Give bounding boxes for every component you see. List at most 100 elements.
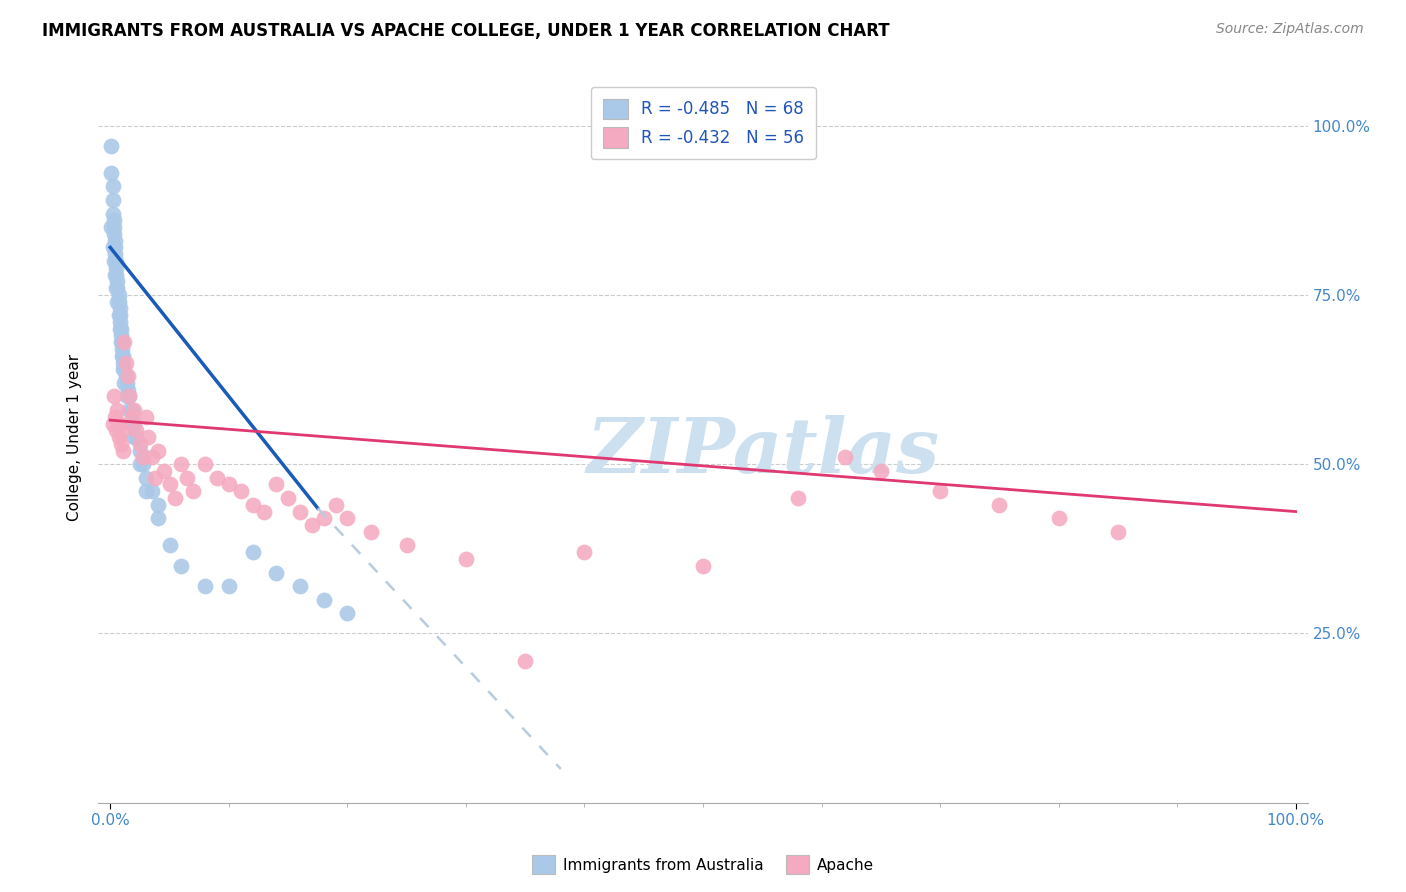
Point	[108, 301, 131, 316]
Point	[152, 464, 174, 478]
Point	[112, 362, 135, 376]
Text: ZIPatlas: ZIPatlas	[586, 415, 941, 489]
Point	[159, 538, 181, 552]
Point	[834, 450, 856, 465]
Point	[105, 294, 128, 309]
Point	[146, 511, 169, 525]
Point	[114, 355, 136, 369]
Point	[114, 369, 136, 384]
Point	[146, 443, 169, 458]
Point	[264, 566, 287, 580]
Point	[111, 423, 134, 437]
Point	[312, 511, 335, 525]
Point	[118, 389, 141, 403]
Point	[118, 389, 141, 403]
Point	[165, 491, 187, 505]
Y-axis label: College, Under 1 year: College, Under 1 year	[67, 353, 83, 521]
Point	[107, 288, 129, 302]
Point	[929, 484, 952, 499]
Point	[205, 471, 228, 485]
Point	[105, 281, 128, 295]
Point	[110, 322, 132, 336]
Point	[129, 443, 152, 458]
Point	[336, 606, 359, 620]
Point	[242, 498, 264, 512]
Point	[141, 450, 163, 465]
Point	[103, 220, 125, 235]
Point	[112, 443, 135, 458]
Point	[141, 484, 163, 499]
Point	[181, 484, 204, 499]
Point	[336, 511, 359, 525]
Point	[105, 260, 128, 275]
Point	[143, 471, 166, 485]
Point	[301, 518, 323, 533]
Point	[105, 403, 128, 417]
Point	[117, 383, 139, 397]
Point	[111, 349, 134, 363]
Point	[1107, 524, 1129, 539]
Point	[135, 484, 157, 499]
Point	[111, 335, 134, 350]
Point	[103, 213, 125, 227]
Point	[108, 322, 131, 336]
Point	[104, 240, 127, 254]
Point	[114, 376, 136, 390]
Point	[395, 538, 418, 552]
Point	[105, 274, 128, 288]
Point	[103, 227, 125, 241]
Point	[104, 247, 127, 261]
Point	[264, 477, 287, 491]
Point	[125, 423, 148, 437]
Point	[121, 403, 143, 417]
Point	[105, 423, 128, 437]
Point	[136, 430, 159, 444]
Point	[146, 498, 169, 512]
Point	[105, 254, 128, 268]
Point	[218, 579, 240, 593]
Point	[104, 234, 127, 248]
Point	[107, 308, 129, 322]
Point	[218, 477, 240, 491]
Point	[122, 430, 145, 444]
Point	[176, 471, 198, 485]
Point	[325, 498, 347, 512]
Point	[114, 335, 136, 350]
Point	[242, 545, 264, 559]
Point	[515, 654, 537, 668]
Point	[121, 409, 143, 424]
Point	[112, 349, 135, 363]
Point	[115, 376, 138, 390]
Point	[129, 437, 152, 451]
Point	[125, 430, 148, 444]
Text: IMMIGRANTS FROM AUSTRALIA VS APACHE COLLEGE, UNDER 1 YEAR CORRELATION CHART: IMMIGRANTS FROM AUSTRALIA VS APACHE COLL…	[42, 22, 890, 40]
Point	[100, 220, 122, 235]
Point	[454, 552, 477, 566]
Point	[112, 355, 135, 369]
Point	[159, 477, 181, 491]
Point	[107, 294, 129, 309]
Point	[111, 342, 134, 356]
Point	[288, 579, 311, 593]
Point	[104, 409, 127, 424]
Point	[129, 457, 152, 471]
Point	[105, 268, 128, 282]
Point	[988, 498, 1011, 512]
Point	[360, 524, 382, 539]
Point	[110, 437, 132, 451]
Point	[253, 505, 276, 519]
Point	[122, 403, 145, 417]
Point	[104, 268, 127, 282]
Point	[121, 417, 143, 431]
Point	[100, 166, 122, 180]
Point	[103, 389, 125, 403]
Point	[117, 369, 139, 384]
Text: Source: ZipAtlas.com: Source: ZipAtlas.com	[1216, 22, 1364, 37]
Point	[118, 403, 141, 417]
Point	[229, 484, 252, 499]
Point	[101, 179, 124, 194]
Point	[110, 328, 132, 343]
Point	[1047, 511, 1070, 525]
Point	[101, 206, 124, 220]
Point	[288, 505, 311, 519]
